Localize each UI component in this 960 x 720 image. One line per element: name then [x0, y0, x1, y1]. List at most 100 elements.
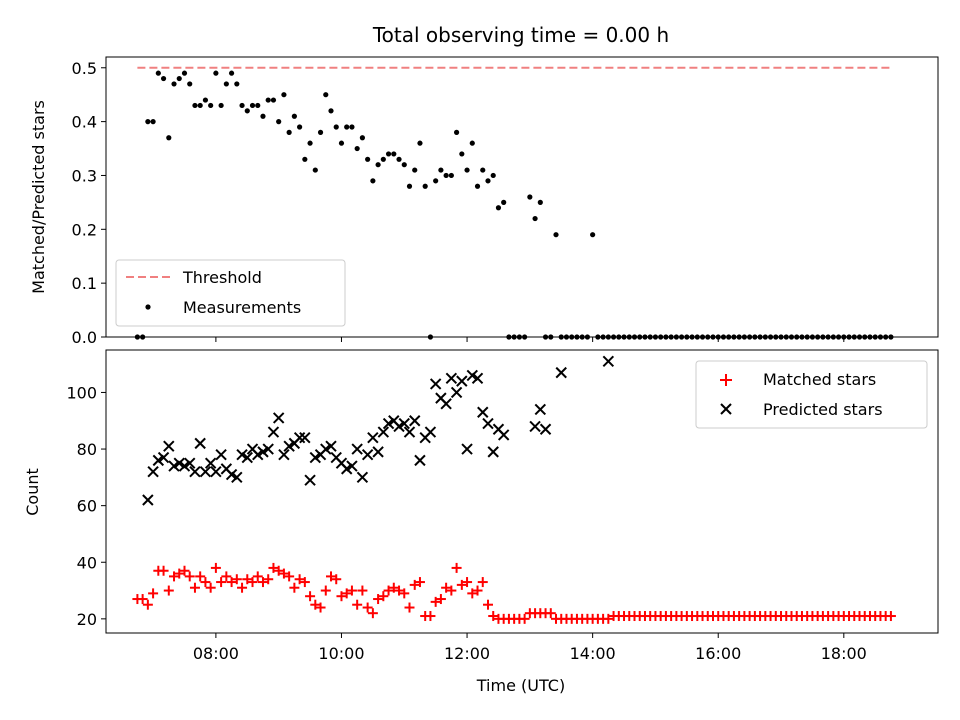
matched-stars-point [195, 571, 206, 582]
measurement-point [553, 232, 559, 238]
predicted-stars-point [351, 443, 363, 455]
matched-stars-point [409, 579, 420, 590]
predicted-stars-point [189, 465, 201, 478]
matched-stars-point [477, 577, 488, 588]
top-ytick-label: 0.4 [72, 113, 97, 132]
top-ytick-label: 0.0 [72, 328, 97, 347]
measurement-point [181, 70, 188, 76]
matched-stars-point [367, 608, 378, 619]
measurement-point [202, 97, 209, 103]
measurement-point [380, 156, 386, 162]
matched-stars-point [404, 602, 415, 613]
bottom-legend: Matched stars Predicted stars [695, 360, 928, 429]
measurement-point [338, 140, 345, 146]
matched-stars-point [425, 611, 436, 622]
measurement-point [297, 124, 303, 130]
predicted-stars-point [497, 429, 510, 441]
predicted-stars-point [398, 417, 410, 430]
measurement-point [385, 151, 392, 157]
measurement-point [501, 199, 507, 205]
legend-matched-label: Matched stars [763, 370, 876, 389]
predicted-stars-point [272, 412, 285, 424]
measurement-point [391, 151, 397, 157]
measurement-point [438, 167, 444, 173]
predicted-stars-point [210, 465, 222, 478]
measurement-point [208, 102, 214, 109]
predicted-stars-point [539, 423, 552, 435]
predicted-stars-point [403, 426, 416, 438]
matched-stars-point [158, 565, 169, 576]
measurement-point [490, 172, 496, 179]
top-ticks-layer: 0.0 0.1 0.2 0.3 0.4 0.5 [72, 59, 845, 347]
matched-stars-point [205, 582, 216, 593]
matched-stars-point [242, 574, 253, 585]
measurement-point [474, 183, 481, 189]
measurement-point [160, 75, 167, 82]
bottom-legend-box [695, 360, 928, 429]
bottom-xtick-label: 08:00 [193, 644, 239, 663]
matched-stars-point [336, 591, 347, 602]
matched-stars-point [237, 582, 248, 593]
measurement-point [344, 124, 350, 130]
bottom-xtick-label: 12:00 [444, 644, 490, 663]
bottom-xtick-label: 16:00 [695, 644, 741, 663]
measurement-point [249, 102, 256, 109]
measurement-point [422, 183, 428, 189]
measurement-point [375, 162, 381, 168]
predicted-stars-point [142, 494, 154, 506]
measurement-point [527, 194, 533, 200]
bottom-plot-frame [105, 349, 939, 634]
matched-stars-point [315, 602, 326, 613]
measurement-point [396, 156, 402, 162]
bottom-xlabel: Time (UTC) [476, 676, 565, 695]
bottom-xtick-label: 10:00 [318, 644, 364, 663]
predicted-stars-point [487, 446, 499, 458]
matched-stars-point [357, 585, 368, 596]
measurement-point [176, 75, 182, 82]
top-legend-box [115, 259, 346, 327]
measurement-point [453, 129, 460, 135]
matched-stars-point [456, 579, 467, 590]
predicted-stars-point [356, 471, 369, 484]
top-ylabel: Matched/Predicted stars [29, 100, 48, 294]
predicted-stars-point [602, 355, 615, 368]
measurement-point [349, 124, 355, 130]
measurement-point [590, 232, 596, 238]
predicted-stars-point [299, 432, 311, 444]
measurement-point [171, 81, 177, 87]
matched-stars-point [273, 565, 284, 576]
matched-stars-point [885, 611, 896, 622]
matched-stars-point [472, 585, 483, 596]
matched-stars-point [378, 591, 389, 602]
measurement-point [239, 102, 245, 109]
measurement-point [354, 145, 360, 152]
measurement-point [145, 119, 151, 125]
legend-measurements-swatch [145, 304, 151, 310]
matched-stars-point [310, 599, 321, 610]
matched-stars-point [174, 568, 185, 579]
measurement-point [443, 172, 449, 179]
predicted-stars-point [361, 449, 374, 461]
measurement-point [228, 70, 235, 76]
predicted-stars-point [529, 420, 541, 433]
matched-stars-point [231, 574, 242, 585]
predicted-stars-point [534, 403, 547, 416]
bottom-panel: 20 40 60 80 100 08:00 10:00 12:00 14:00 16:00 18:0… [23, 349, 939, 695]
measurement-point [401, 162, 407, 168]
predicted-stars-point [241, 451, 253, 464]
predicted-stars-point [409, 415, 421, 427]
measurement-point [417, 140, 423, 146]
top-ytick-label: 0.2 [72, 220, 97, 239]
matched-stars-point [488, 611, 499, 622]
matched-stars-point [305, 591, 316, 602]
predicted-stars-point [231, 471, 243, 484]
legend-threshold-label: Threshold [182, 268, 262, 287]
predicted-stars-point [555, 366, 567, 379]
measurement-point [495, 205, 502, 211]
bottom-ytick-label: 100 [66, 383, 97, 402]
predicted-stars-point [262, 443, 274, 455]
top-panel: 0.0 0.1 0.2 0.3 0.4 0.5 Matched/Predicted sta… [29, 56, 939, 347]
measurement-point [365, 156, 371, 162]
matched-stars-point [373, 594, 384, 605]
